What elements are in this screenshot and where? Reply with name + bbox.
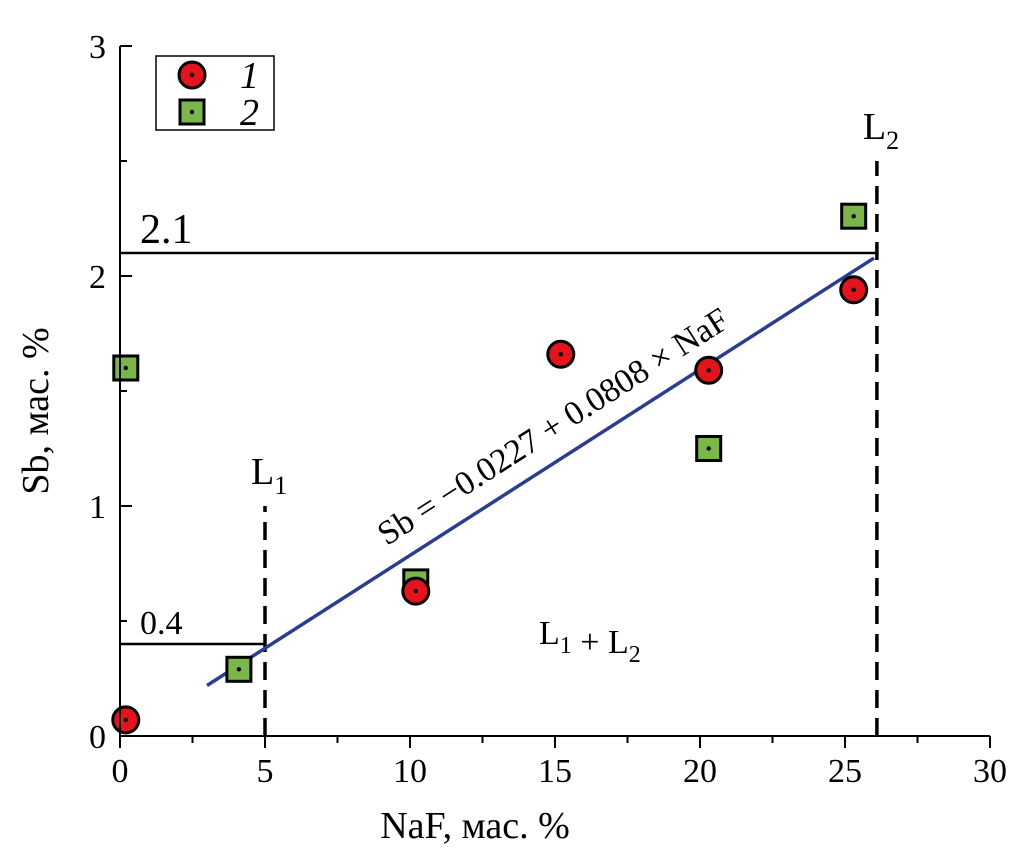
- reference-value-label: 2.1: [140, 207, 193, 253]
- x-axis-label: NaF, мас. %: [380, 805, 570, 847]
- phase-boundary-label: L1: [251, 451, 287, 500]
- legend-marker-series-1-center: [189, 72, 195, 78]
- legend-label: 1: [240, 55, 259, 97]
- y-tick-label: 3: [89, 29, 106, 66]
- x-tick-label: 15: [538, 753, 572, 790]
- data-points: [111, 202, 869, 735]
- x-tick-label: 5: [257, 753, 274, 790]
- data-point-series-1-center: [851, 287, 856, 292]
- data-point-series-2-center: [851, 214, 856, 219]
- data-point-series-1-center: [558, 352, 563, 357]
- legend: 12: [155, 55, 275, 134]
- region-label: L1 + L2: [539, 615, 641, 668]
- regression-line: [206, 256, 875, 687]
- regression-equation-label: Sb = −0.0227 + 0.0808 × NaF: [371, 301, 735, 553]
- legend-box: [155, 55, 275, 131]
- data-point-series-2-center: [123, 365, 128, 371]
- y-tick-label: 2: [89, 259, 106, 296]
- y-tick-label: 1: [89, 489, 106, 526]
- reference-value-label: 0.4: [140, 605, 183, 642]
- x-tick-label: 20: [683, 753, 717, 790]
- legend-marker-series-2-center: [189, 109, 195, 115]
- y-tick-label: 0: [89, 719, 106, 756]
- data-point-series-1-center: [413, 588, 418, 594]
- x-tick-label: 0: [112, 753, 129, 790]
- y-axis-label: Sb, мас. %: [15, 327, 57, 494]
- data-point-series-2-center: [236, 667, 242, 672]
- reference-lines: [120, 161, 879, 736]
- data-point-series-1-center: [706, 368, 711, 373]
- legend-label: 2: [240, 92, 259, 134]
- data-point-series-2-center: [706, 446, 711, 451]
- x-tick-label: 10: [393, 753, 427, 790]
- x-tick-label: 25: [828, 753, 862, 790]
- data-point-series-1-center: [123, 717, 128, 723]
- fit-line-group: [206, 256, 875, 687]
- annotations: 2.1 0.4 L1 L2 Sb = −0.0227 + 0.0808 × NaF L1 …: [140, 106, 899, 668]
- phase-boundary-label: L2: [863, 106, 899, 155]
- x-tick-label: 30: [973, 753, 1007, 790]
